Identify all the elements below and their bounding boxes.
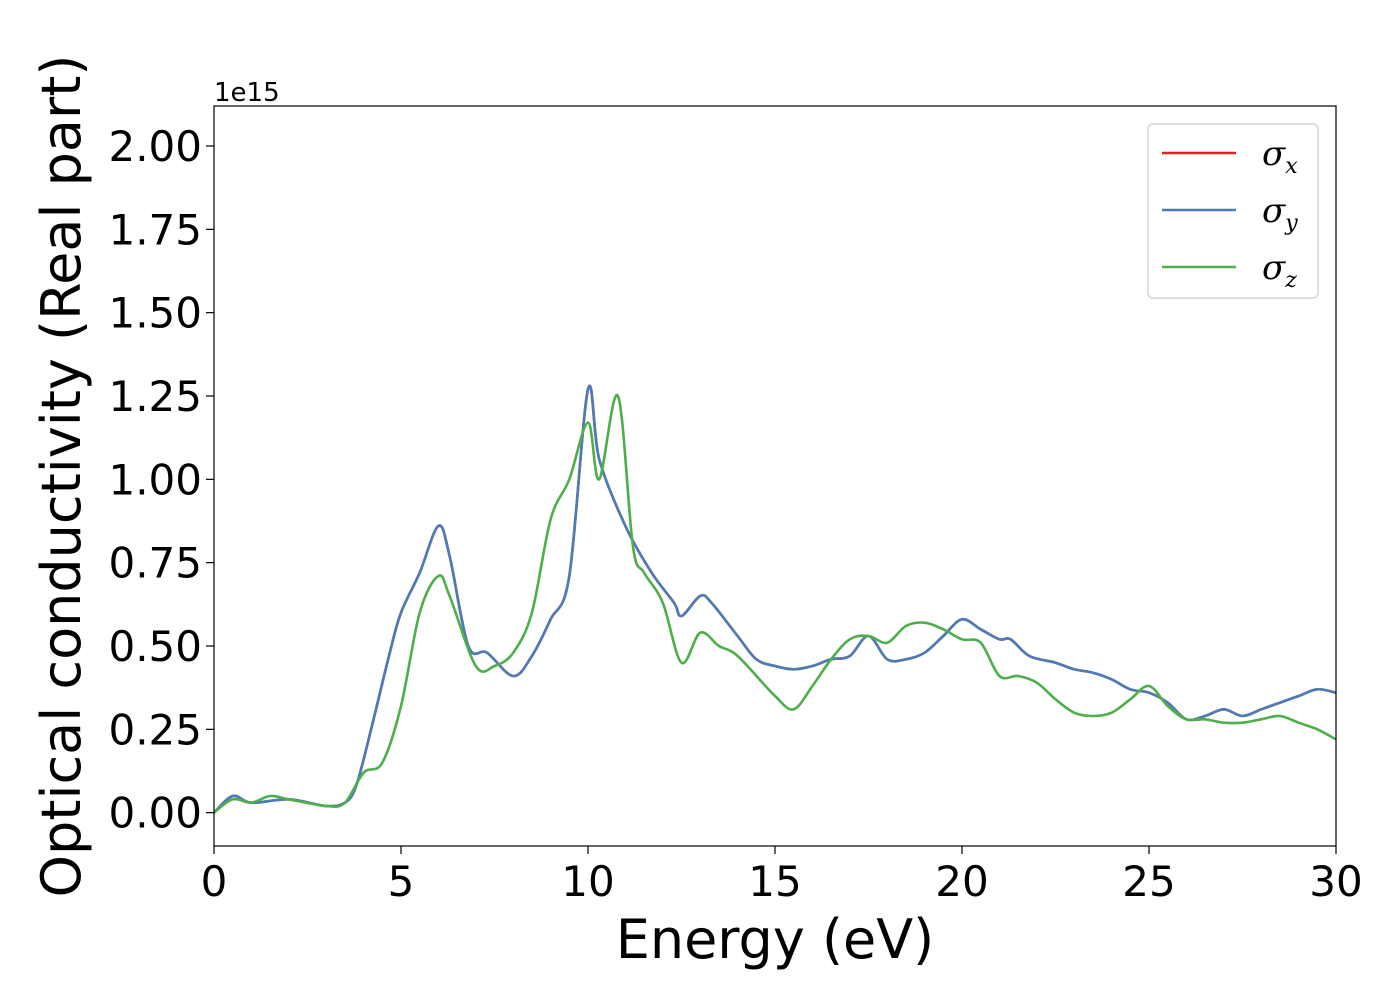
x-tick-label: 15 [748,857,801,906]
x-tick-label: 30 [1309,857,1362,906]
legend-item-y: σy [1162,191,1298,236]
series-line-z [214,394,1336,814]
x-tick-label: 20 [935,857,988,906]
y-tick-label: 2.00 [108,122,202,171]
legend: σx σy σz [1147,123,1319,299]
y-tick-label: 0.00 [108,789,202,838]
legend-label-y: σy [1262,191,1298,236]
series-line-y [214,384,1336,814]
y-offset-label: 1e15 [214,78,280,108]
series-line-x [214,384,1336,814]
y-tick-label: 1.00 [108,455,202,504]
legend-item-x: σx [1162,134,1298,179]
x-tick-label: 5 [388,857,415,906]
x-axis-title: Energy (eV) [616,908,935,971]
legend-item-z: σz [1162,248,1297,293]
y-tick-label: 1.50 [108,289,202,338]
x-tick-label: 0 [201,857,228,906]
y-axis-title: Optical conductivity (Real part) [30,55,93,898]
legend-label-x: σx [1262,134,1298,179]
y-tick-label: 0.75 [108,539,202,588]
y-tick-label: 0.50 [108,622,202,671]
y-tick-label: 1.75 [108,205,202,254]
legend-label-z: σz [1262,248,1297,293]
series-layer [214,384,1336,814]
y-tick-label: 1.25 [108,372,202,421]
y-axis: 0.00 0.25 0.50 0.75 1.00 1.25 1.50 1.75 2.00 [108,122,214,838]
x-tick-label: 10 [561,857,614,906]
x-axis: 0 5 10 15 20 25 30 [201,846,1363,906]
x-tick-label: 25 [1122,857,1175,906]
y-tick-label: 0.25 [108,705,202,754]
